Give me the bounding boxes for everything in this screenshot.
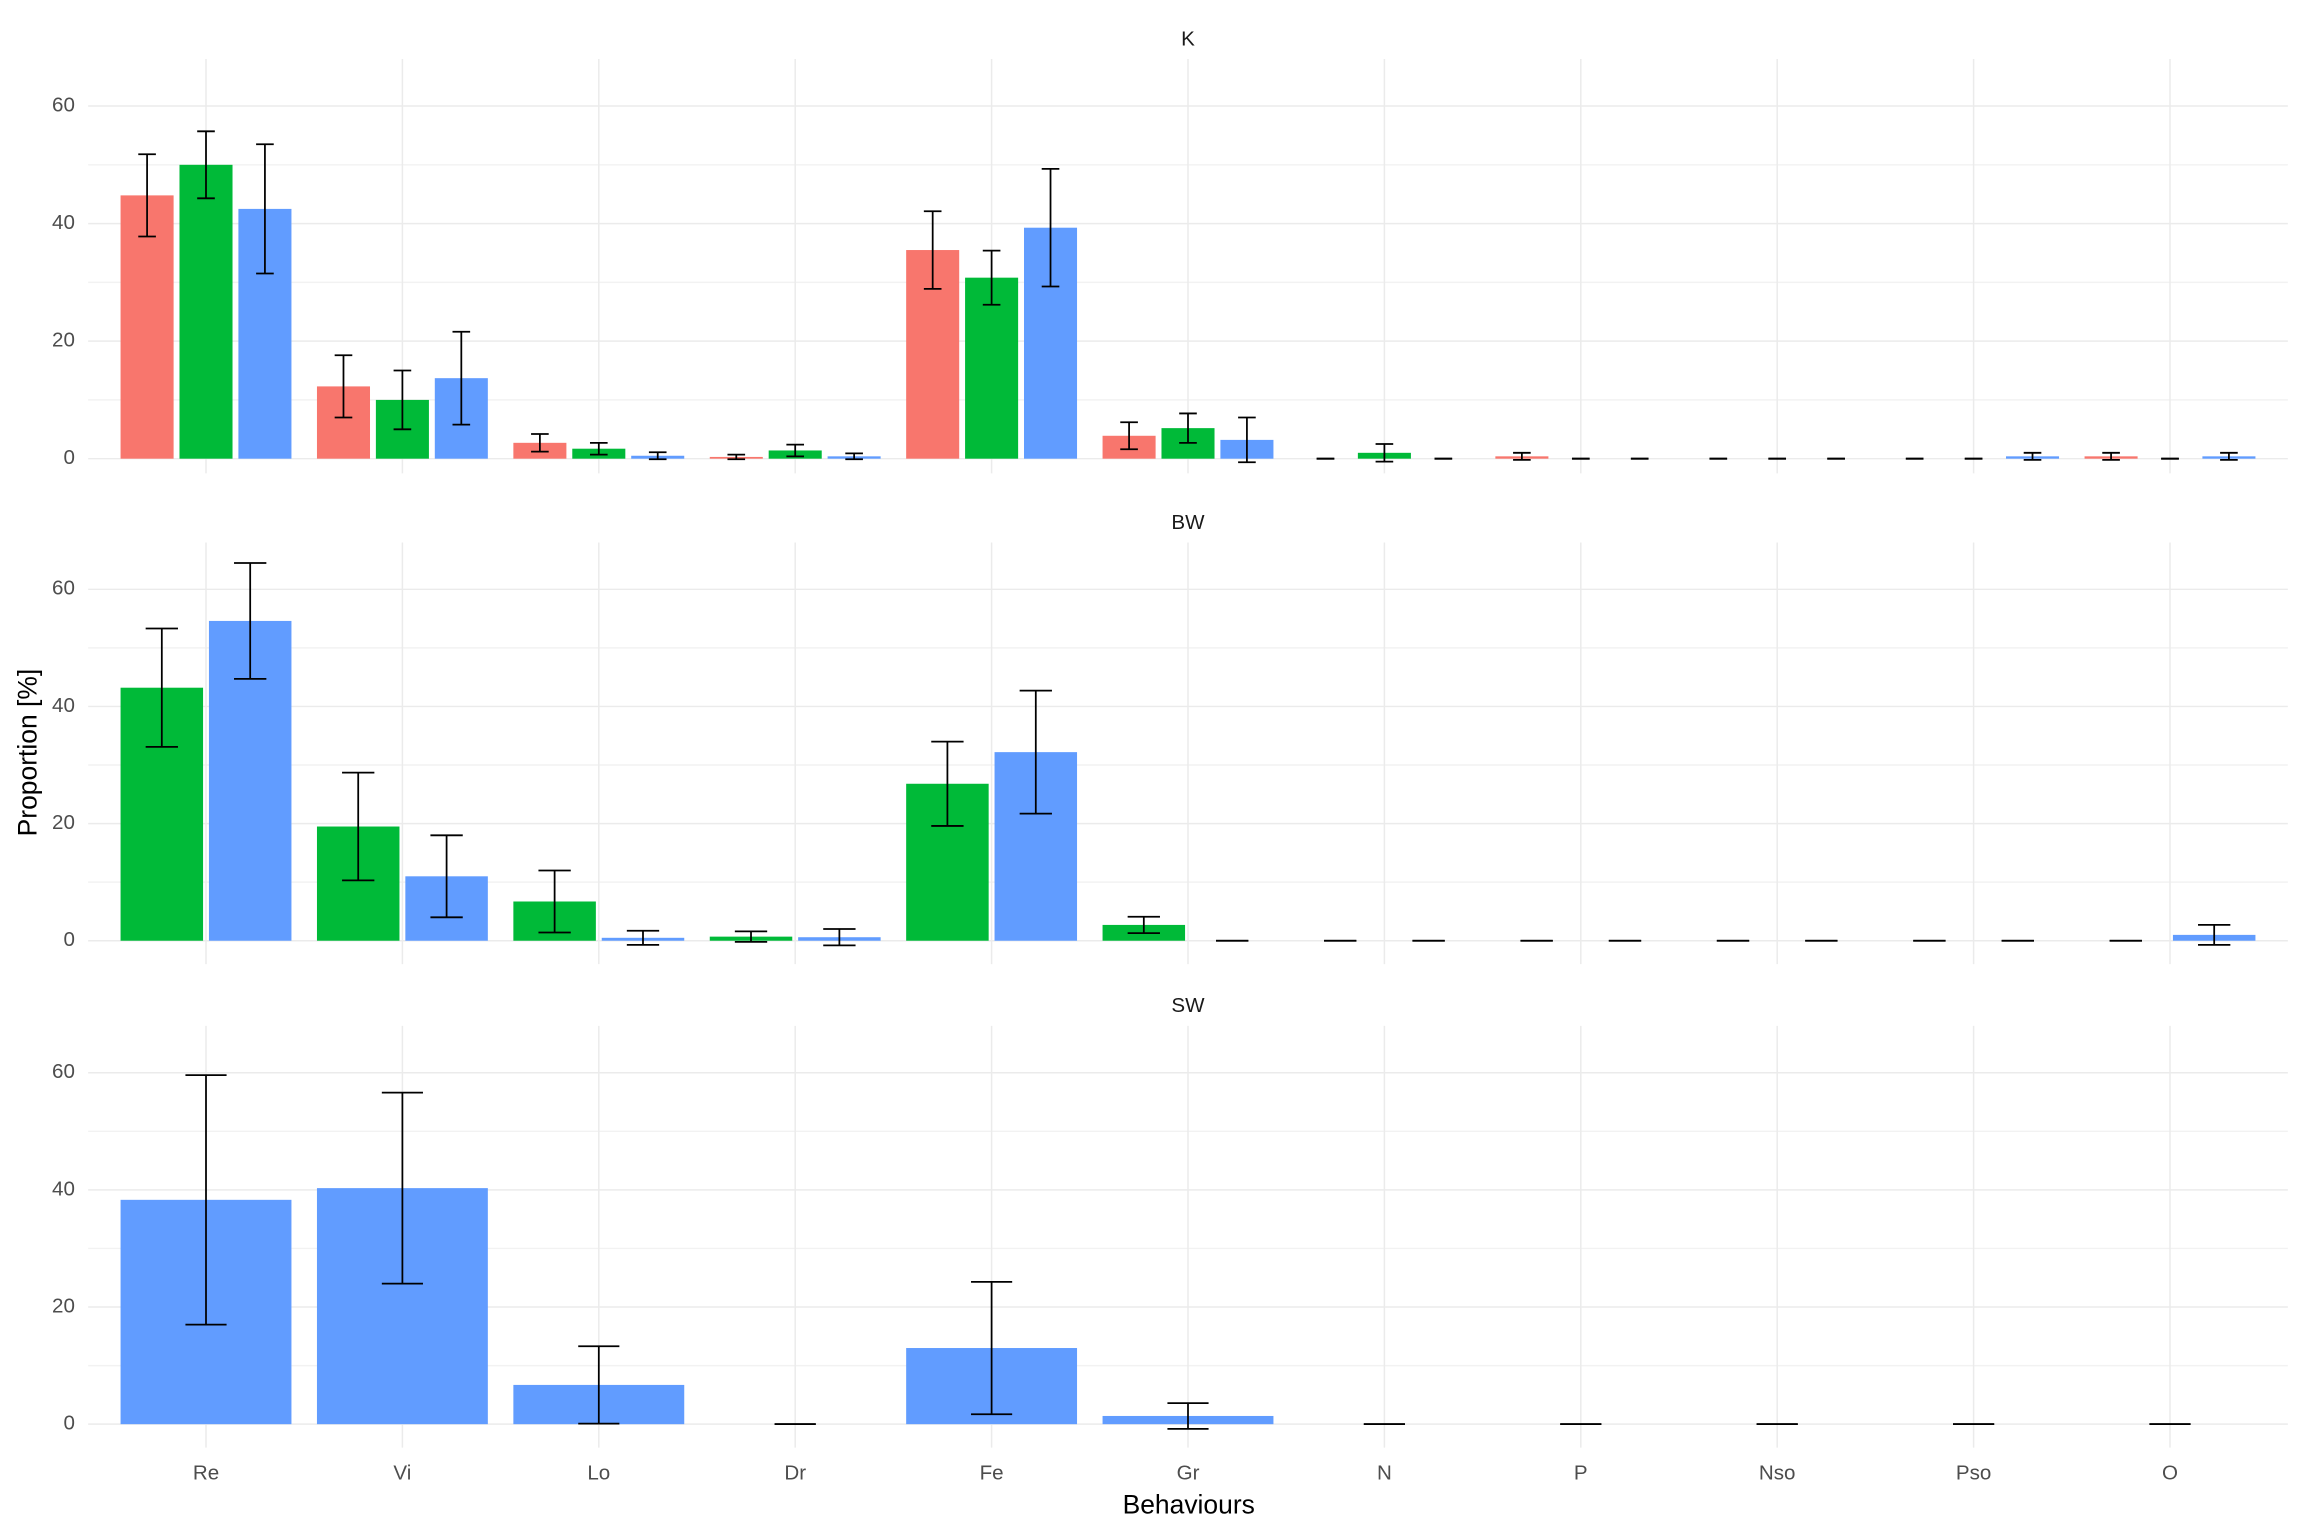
error-bar	[1375, 443, 1394, 463]
error-bar	[197, 130, 215, 200]
panel-title: K	[1181, 27, 1195, 50]
error-bar	[2220, 451, 2238, 461]
error-bar	[1167, 1402, 1209, 1430]
y-axis-label: Proportion [%]	[12, 669, 42, 837]
error-bar	[538, 869, 571, 934]
error-bar	[138, 153, 156, 238]
y-tick-label: 60	[52, 1060, 75, 1083]
error-bar	[982, 249, 1001, 306]
error-bar	[823, 928, 856, 947]
error-bar	[1019, 689, 1052, 815]
error-bar	[1179, 412, 1197, 444]
bar	[120, 195, 174, 459]
y-tick-label: 0	[64, 1412, 75, 1435]
error-bar	[786, 443, 805, 458]
error-bar	[342, 771, 375, 882]
error-bar	[531, 433, 549, 453]
error-bar	[430, 834, 463, 919]
error-bar	[185, 1074, 227, 1326]
error-bar	[2198, 924, 2231, 946]
x-tick-label: Fe	[980, 1461, 1004, 1484]
y-tick-label: 0	[64, 446, 75, 469]
error-bar	[381, 1091, 423, 1285]
error-bar	[1120, 421, 1138, 451]
error-bar	[923, 210, 942, 290]
y-tick-label: 20	[52, 811, 75, 834]
error-bar	[2102, 451, 2120, 461]
error-bar	[393, 369, 412, 431]
error-bar	[1041, 168, 1060, 288]
error-bar	[626, 929, 660, 946]
y-tick-label: 60	[52, 577, 75, 600]
y-tick-label: 20	[52, 1294, 75, 1317]
error-bar	[589, 441, 608, 456]
x-tick-label: Pso	[1956, 1461, 1991, 1484]
error-bar	[971, 1280, 1013, 1416]
y-tick-label: 60	[52, 93, 75, 116]
bar	[965, 277, 1019, 459]
x-tick-label: P	[1574, 1461, 1588, 1484]
y-tick-label: 20	[52, 329, 75, 352]
error-bar	[845, 452, 863, 461]
y-tick-label: 40	[52, 211, 75, 234]
error-bar	[1513, 451, 1531, 461]
x-tick-label: Nso	[1759, 1461, 1796, 1484]
x-tick-label: N	[1377, 1461, 1392, 1484]
y-tick-label: 0	[64, 928, 75, 951]
y-tick-label: 40	[52, 1177, 75, 1200]
x-tick-label: Lo	[587, 1461, 610, 1484]
x-tick-label: O	[2162, 1461, 2178, 1484]
y-tick-label: 40	[52, 694, 75, 717]
panel-title: BW	[1171, 511, 1205, 534]
x-tick-label: Re	[193, 1461, 219, 1484]
error-bar	[452, 330, 471, 426]
x-axis-label: Behaviours	[1123, 1489, 1255, 1519]
error-bar	[145, 627, 178, 748]
error-bar	[578, 1345, 620, 1425]
error-bar	[931, 740, 964, 827]
error-bar	[734, 930, 768, 943]
error-bar	[1238, 416, 1256, 464]
panel-title: SW	[1171, 994, 1205, 1017]
error-bar	[648, 451, 667, 461]
x-tick-label: Dr	[784, 1461, 806, 1484]
error-bar	[334, 354, 353, 419]
x-tick-label: Gr	[1177, 1461, 1200, 1484]
error-bar	[1127, 915, 1160, 935]
error-bar	[2023, 451, 2042, 461]
bar	[179, 164, 233, 459]
x-tick-label: Vi	[393, 1461, 411, 1484]
error-bar	[727, 453, 746, 461]
error-bar	[256, 143, 274, 275]
error-bar	[234, 562, 267, 680]
